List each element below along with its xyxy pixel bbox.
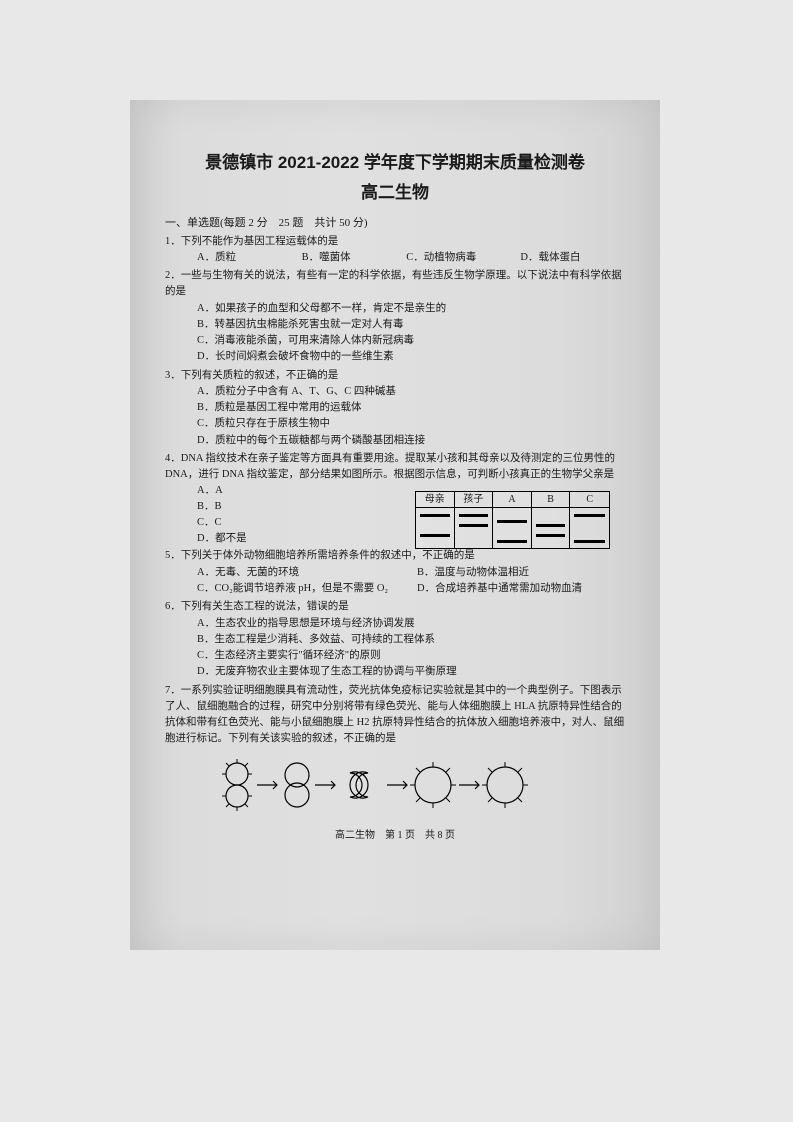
band-icon (459, 514, 489, 517)
col-mother (416, 508, 455, 549)
fusion-svg-icon (215, 756, 575, 811)
q6-opt-c: C．生态经济主要实行"循环经济"的原则 (165, 648, 625, 664)
q6-stem: 6．下列有关生态工程的说法，错误的是 (165, 599, 625, 615)
band-icon (420, 534, 450, 537)
q1-stem: 1．下列不能作为基因工程运载体的是 (165, 234, 625, 250)
question-4: 4．DNA 指纹技术在亲子鉴定等方面具有重要用途。提取某小孩和其母亲以及待测定的… (165, 451, 625, 547)
q5-opt-d: D．合成培养基中通常需加动物血清 (417, 581, 582, 597)
q4-stem: 4．DNA 指纹技术在亲子鉴定等方面具有重要用途。提取某小孩和其母亲以及待测定的… (165, 451, 625, 484)
table-header-row: 母亲 孩子 A B C (416, 492, 609, 508)
q3-opt-d: D．质粒中的每个五碳糖都与两个磷酸基团相连接 (165, 433, 625, 449)
q2-stem: 2．一些与生物有关的说法，有些有一定的科学依据，有些违反生物学原理。以下说法中有… (165, 268, 625, 301)
question-7: 7．一系列实验证明细胞膜具有流动性，荧光抗体免疫标记实验就是其中的一个典型例子。… (165, 683, 625, 748)
q5-row2: C．CO₂能调节培养液 pH，但是不需要 O₂ D．合成培养基中通常需加动物血清 (165, 581, 625, 597)
q2-opt-b: B．转基因抗虫棉能杀死害虫就一定对人有毒 (165, 317, 625, 333)
q6-opt-d: D．无废弃物农业主要体现了生态工程的协调与平衡原理 (165, 664, 625, 680)
q1-options: A．质粒 B．噬菌体 C．动植物病毒 D．载体蛋白 (165, 250, 625, 266)
q1-opt-d: D．载体蛋白 (520, 250, 625, 266)
band-icon (536, 524, 566, 527)
th-b: B (532, 492, 571, 507)
q1-opt-a: A．质粒 (197, 250, 302, 266)
q5-opt-a: A．无毒、无菌的环境 (197, 565, 417, 581)
q7-stem: 7．一系列实验证明细胞膜具有流动性，荧光抗体免疫标记实验就是其中的一个典型例子。… (165, 683, 625, 748)
cell-fusion-diagram (165, 756, 625, 817)
th-c: C (570, 492, 609, 507)
q5-opt-b: B．温度与动物体温相近 (417, 565, 529, 581)
band-icon (497, 520, 527, 523)
dna-fingerprint-table: 母亲 孩子 A B C (415, 491, 610, 549)
table-body (416, 508, 609, 549)
q6-opt-a: A．生态农业的指导思想是环境与经济协调发展 (165, 616, 625, 632)
title-main: 景德镇市 2021-2022 学年度下学期期末质量检测卷 (165, 150, 625, 176)
title-sub: 高二生物 (165, 180, 625, 206)
band-icon (574, 514, 605, 517)
question-2: 2．一些与生物有关的说法，有些有一定的科学依据，有些违反生物学原理。以下说法中有… (165, 268, 625, 366)
question-5: 5．下列关于体外动物细胞培养所需培养条件的叙述中，不正确的是 A．无毒、无菌的环… (165, 548, 625, 597)
question-1: 1．下列不能作为基因工程运载体的是 A．质粒 B．噬菌体 C．动植物病毒 D．载… (165, 234, 625, 267)
q2-opt-a: A．如果孩子的血型和父母都不一样，肯定不是亲生的 (165, 301, 625, 317)
col-child (455, 508, 494, 549)
q1-opt-c: C．动植物病毒 (406, 250, 520, 266)
band-icon (420, 514, 450, 517)
q5-stem: 5．下列关于体外动物细胞培养所需培养条件的叙述中，不正确的是 (165, 548, 625, 564)
question-6: 6．下列有关生态工程的说法，错误的是 A．生态农业的指导思想是环境与经济协调发展… (165, 599, 625, 680)
band-icon (459, 524, 489, 527)
q3-opt-a: A．质粒分子中含有 A、T、G、C 四种碱基 (165, 384, 625, 400)
band-icon (536, 534, 566, 537)
th-a: A (493, 492, 532, 507)
question-3: 3．下列有关质粒的叙述，不正确的是 A．质粒分子中含有 A、T、G、C 四种碱基… (165, 368, 625, 449)
q3-opt-b: B．质粒是基因工程中常用的运载体 (165, 400, 625, 416)
q5-opt-c: C．CO₂能调节培养液 pH，但是不需要 O₂ (197, 581, 417, 597)
th-child: 孩子 (455, 492, 494, 507)
col-a (493, 508, 532, 549)
col-c (570, 508, 609, 549)
q1-opt-b: B．噬菌体 (302, 250, 407, 266)
q2-opt-d: D．长时间焖煮会破坏食物中的一些维生素 (165, 349, 625, 365)
band-icon (497, 540, 527, 543)
exam-paper: 景德镇市 2021-2022 学年度下学期期末质量检测卷 高二生物 一、单选题(… (130, 100, 660, 950)
section-header: 一、单选题(每题 2 分 25 题 共计 50 分) (165, 215, 625, 232)
q3-opt-c: C．质粒只存在于原核生物中 (165, 416, 625, 432)
q5-row1: A．无毒、无菌的环境 B．温度与动物体温相近 (165, 565, 625, 581)
band-icon (574, 540, 605, 543)
q6-opt-b: B．生态工程是少消耗、多效益、可持续的工程体系 (165, 632, 625, 648)
page-footer: 高二生物 第 1 页 共 8 页 (165, 828, 625, 843)
col-b (532, 508, 571, 549)
q2-opt-c: C．消毒液能杀菌，可用来清除人体内新冠病毒 (165, 333, 625, 349)
q3-stem: 3．下列有关质粒的叙述，不正确的是 (165, 368, 625, 384)
th-mother: 母亲 (416, 492, 455, 507)
